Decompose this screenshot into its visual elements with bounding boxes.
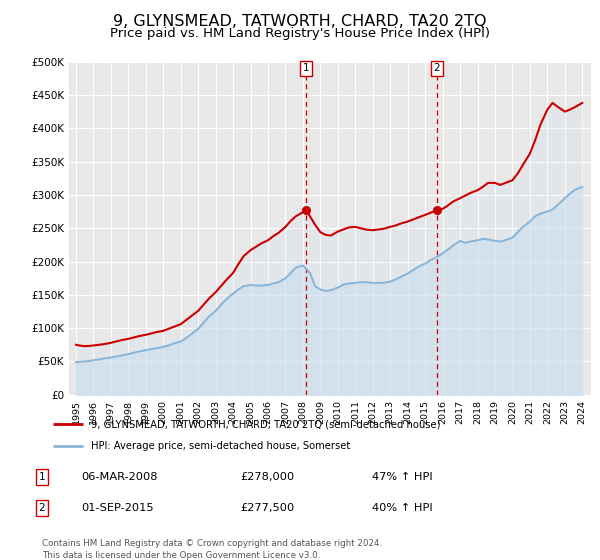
Text: 06-MAR-2008: 06-MAR-2008 (81, 472, 157, 482)
Text: 1: 1 (302, 63, 309, 73)
Text: Contains HM Land Registry data © Crown copyright and database right 2024.
This d: Contains HM Land Registry data © Crown c… (42, 539, 382, 559)
Text: 01-SEP-2015: 01-SEP-2015 (81, 503, 154, 513)
Text: 2: 2 (38, 503, 46, 513)
Text: Price paid vs. HM Land Registry's House Price Index (HPI): Price paid vs. HM Land Registry's House … (110, 27, 490, 40)
Text: 9, GLYNSMEAD, TATWORTH, CHARD, TA20 2TQ: 9, GLYNSMEAD, TATWORTH, CHARD, TA20 2TQ (113, 14, 487, 29)
Text: 1: 1 (38, 472, 46, 482)
Text: 9, GLYNSMEAD, TATWORTH, CHARD, TA20 2TQ (semi-detached house): 9, GLYNSMEAD, TATWORTH, CHARD, TA20 2TQ … (91, 419, 440, 430)
Text: £277,500: £277,500 (240, 503, 294, 513)
Text: HPI: Average price, semi-detached house, Somerset: HPI: Average price, semi-detached house,… (91, 441, 350, 451)
Text: 47% ↑ HPI: 47% ↑ HPI (372, 472, 433, 482)
Text: 40% ↑ HPI: 40% ↑ HPI (372, 503, 433, 513)
Text: 2: 2 (434, 63, 440, 73)
Text: £278,000: £278,000 (240, 472, 294, 482)
